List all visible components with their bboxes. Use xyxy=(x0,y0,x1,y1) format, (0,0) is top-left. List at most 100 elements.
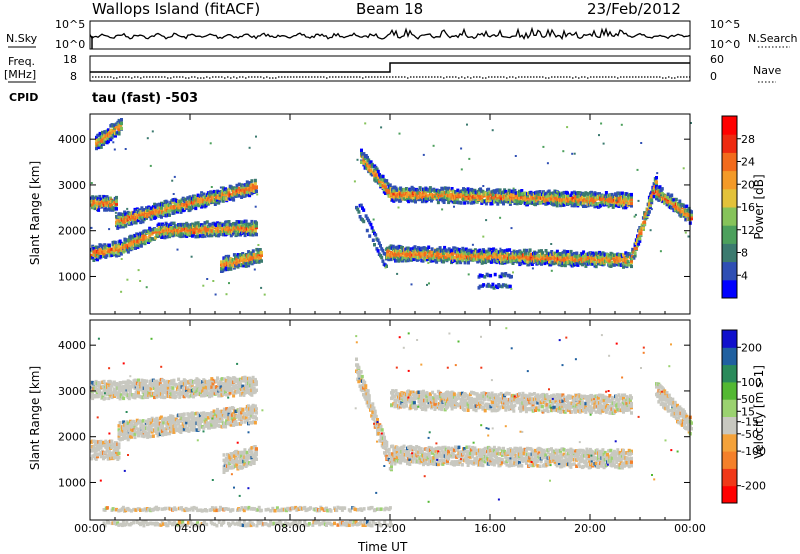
power-scatter-cell xyxy=(482,235,485,238)
power-cell xyxy=(459,201,463,205)
power-cell xyxy=(594,264,598,269)
power-cell xyxy=(99,145,103,149)
velocity-cell xyxy=(135,388,139,393)
power-scatter-cell xyxy=(643,229,645,231)
power-scatter-cell xyxy=(427,262,430,264)
velocity-cell xyxy=(107,396,111,401)
power-cell xyxy=(487,284,491,288)
power-cell xyxy=(569,200,573,204)
power-cell xyxy=(604,259,608,264)
power-cell xyxy=(188,225,192,230)
power-cell xyxy=(618,193,622,198)
power-cell xyxy=(525,248,529,253)
power-cell xyxy=(200,196,204,201)
velocity-cell xyxy=(133,435,137,440)
power-cell xyxy=(494,190,497,195)
power-cell xyxy=(112,129,116,133)
power-cell xyxy=(179,234,183,239)
velocity-cell xyxy=(234,420,238,424)
power-cell xyxy=(666,192,670,197)
power-colorbar-tick-label: 28 xyxy=(741,133,755,146)
power-cell xyxy=(609,264,613,268)
power-cell xyxy=(678,199,682,203)
power-cell xyxy=(387,248,391,253)
power-cell xyxy=(194,206,198,211)
power-colorbar-segment xyxy=(722,134,737,153)
power-cell xyxy=(367,218,370,223)
power-scatter-cell xyxy=(149,164,152,167)
power-cell xyxy=(502,257,506,262)
power-cell xyxy=(513,201,517,205)
power-cell xyxy=(428,189,432,194)
power-cell xyxy=(507,188,511,193)
velocity-cell xyxy=(255,407,258,411)
power-cell xyxy=(449,188,453,193)
power-cell xyxy=(176,225,179,229)
velocity-cell xyxy=(155,430,159,434)
power-cell xyxy=(488,199,492,204)
velocity-cell xyxy=(185,420,189,425)
power-cell xyxy=(220,189,224,194)
velocity-cell xyxy=(253,421,257,425)
velocity-cell xyxy=(97,452,101,456)
power-cell xyxy=(192,232,195,237)
power-cell xyxy=(135,232,139,236)
power-cell xyxy=(595,192,599,196)
power-cell xyxy=(379,183,383,187)
power-cell xyxy=(364,154,368,158)
power-cell xyxy=(393,246,396,250)
power-cell xyxy=(371,229,375,233)
power-cell xyxy=(135,237,139,241)
power-cell xyxy=(98,201,102,206)
power-scatter-cell xyxy=(471,243,474,246)
power-scatter-cell xyxy=(659,194,662,197)
power-cell xyxy=(625,200,629,204)
velocity-cell xyxy=(217,413,221,418)
power-cell xyxy=(384,185,387,189)
power-cell xyxy=(564,199,568,203)
power-scatter-cell xyxy=(384,266,387,269)
power-cell xyxy=(421,259,425,263)
power-cell xyxy=(131,217,135,222)
power-cell xyxy=(225,220,229,224)
power-cell xyxy=(249,181,253,185)
power-cell xyxy=(430,199,433,203)
power-scatter-cell xyxy=(256,193,259,196)
velocity-cell xyxy=(240,420,244,425)
power-cell xyxy=(140,210,144,214)
power-cell xyxy=(411,193,415,197)
power-cell xyxy=(412,187,416,192)
power-cell xyxy=(131,237,135,241)
power-cell xyxy=(593,204,597,209)
power-cell xyxy=(463,260,467,265)
power-cell xyxy=(374,175,378,179)
power-cell xyxy=(426,188,430,192)
power-cell xyxy=(471,192,475,197)
power-scatter-cell xyxy=(615,199,618,202)
velocity-cell xyxy=(220,419,224,423)
power-cell xyxy=(482,283,486,287)
power-cell xyxy=(413,245,417,249)
power-cell xyxy=(464,247,468,251)
power-cell xyxy=(448,253,452,257)
power-cell xyxy=(103,208,107,212)
velocity-cell xyxy=(149,421,153,425)
power-cell xyxy=(442,254,445,258)
power-cell xyxy=(426,247,429,252)
power-cell xyxy=(253,181,257,186)
power-scatter-cell xyxy=(600,122,603,125)
power-cell xyxy=(528,254,532,259)
power-cell xyxy=(422,195,425,200)
power-scatter-cell xyxy=(244,262,247,265)
power-cell xyxy=(436,192,440,197)
power-cell xyxy=(489,273,493,278)
power-scatter-cell xyxy=(212,280,215,282)
nsearch-label: N.Search xyxy=(748,32,798,45)
power-scatter-cell xyxy=(602,142,605,145)
power-cell xyxy=(103,243,107,247)
power-cell xyxy=(496,188,500,192)
power-cell xyxy=(435,255,439,259)
power-cell xyxy=(562,203,566,207)
power-cell xyxy=(435,260,439,264)
power-cell xyxy=(447,200,451,205)
